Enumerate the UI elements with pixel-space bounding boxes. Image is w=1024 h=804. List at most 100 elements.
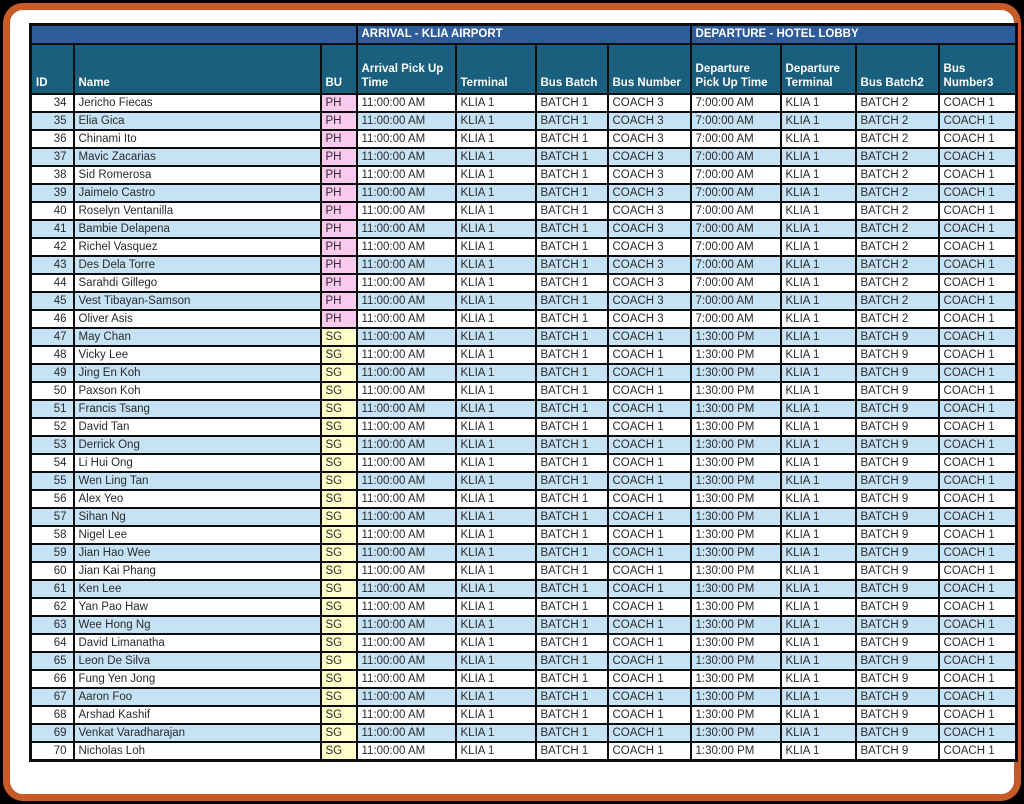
cell-bus-number[interactable]: COACH 3: [606, 110, 692, 131]
header-bus-batch2[interactable]: Bus Batch2: [854, 42, 940, 95]
cell-departure-terminal[interactable]: KLIA 1: [779, 110, 857, 131]
cell-bu[interactable]: SG: [319, 578, 358, 599]
cell-id[interactable]: 50: [29, 380, 75, 401]
cell-bus-batch[interactable]: BATCH 1: [534, 470, 609, 491]
cell-bus-number[interactable]: COACH 1: [606, 398, 692, 419]
cell-departure-terminal[interactable]: KLIA 1: [779, 200, 857, 221]
cell-bus-number[interactable]: COACH 1: [606, 416, 692, 437]
cell-departure-terminal[interactable]: KLIA 1: [779, 560, 857, 581]
cell-bus-batch[interactable]: BATCH 1: [534, 398, 609, 419]
cell-bus-batch2[interactable]: BATCH 9: [854, 560, 940, 581]
cell-bus-batch[interactable]: BATCH 1: [534, 416, 609, 437]
cell-bus-batch2[interactable]: BATCH 2: [854, 272, 940, 293]
cell-id[interactable]: 59: [29, 542, 75, 563]
cell-bus-number3[interactable]: COACH 1: [937, 650, 1018, 671]
cell-bus-number3[interactable]: COACH 1: [937, 308, 1018, 329]
cell-departure-pickup-time[interactable]: 1:30:00 PM: [689, 632, 782, 653]
header-bus-batch[interactable]: Bus Batch: [534, 42, 609, 95]
cell-name[interactable]: Arshad Kashif: [72, 704, 322, 725]
cell-terminal[interactable]: KLIA 1: [454, 578, 537, 599]
cell-bus-batch[interactable]: BATCH 1: [534, 146, 609, 167]
cell-terminal[interactable]: KLIA 1: [454, 236, 537, 257]
cell-departure-pickup-time[interactable]: 7:00:00 AM: [689, 200, 782, 221]
cell-departure-terminal[interactable]: KLIA 1: [779, 650, 857, 671]
cell-arrival-pickup-time[interactable]: 11:00:00 AM: [355, 128, 457, 149]
cell-arrival-pickup-time[interactable]: 11:00:00 AM: [355, 596, 457, 617]
cell-name[interactable]: Jian Kai Phang: [72, 560, 322, 581]
cell-departure-terminal[interactable]: KLIA 1: [779, 380, 857, 401]
cell-terminal[interactable]: KLIA 1: [454, 506, 537, 527]
cell-arrival-pickup-time[interactable]: 11:00:00 AM: [355, 200, 457, 221]
cell-departure-terminal[interactable]: KLIA 1: [779, 308, 857, 329]
cell-bus-batch[interactable]: BATCH 1: [534, 434, 609, 455]
cell-bus-number[interactable]: COACH 1: [606, 362, 692, 383]
cell-bu[interactable]: SG: [319, 416, 358, 437]
cell-bus-number3[interactable]: COACH 1: [937, 128, 1018, 149]
cell-name[interactable]: Bambie Delapena: [72, 218, 322, 239]
cell-bus-number3[interactable]: COACH 1: [937, 218, 1018, 239]
cell-departure-pickup-time[interactable]: 1:30:00 PM: [689, 344, 782, 365]
cell-terminal[interactable]: KLIA 1: [454, 344, 537, 365]
cell-departure-pickup-time[interactable]: 7:00:00 AM: [689, 164, 782, 185]
cell-terminal[interactable]: KLIA 1: [454, 92, 537, 113]
cell-departure-terminal[interactable]: KLIA 1: [779, 542, 857, 563]
cell-departure-pickup-time[interactable]: 1:30:00 PM: [689, 686, 782, 707]
cell-bu[interactable]: SG: [319, 740, 358, 761]
cell-arrival-pickup-time[interactable]: 11:00:00 AM: [355, 452, 457, 473]
cell-terminal[interactable]: KLIA 1: [454, 434, 537, 455]
cell-id[interactable]: 43: [29, 254, 75, 275]
cell-bu[interactable]: SG: [319, 614, 358, 635]
cell-bu[interactable]: SG: [319, 344, 358, 365]
cell-id[interactable]: 62: [29, 596, 75, 617]
cell-name[interactable]: Derrick Ong: [72, 434, 322, 455]
cell-id[interactable]: 70: [29, 740, 75, 761]
banner-departure-cell[interactable]: DEPARTURE - HOTEL LOBBY: [689, 23, 1018, 45]
cell-bu[interactable]: SG: [319, 704, 358, 725]
cell-terminal[interactable]: KLIA 1: [454, 722, 537, 743]
cell-departure-terminal[interactable]: KLIA 1: [779, 470, 857, 491]
cell-id[interactable]: 36: [29, 128, 75, 149]
cell-terminal[interactable]: KLIA 1: [454, 110, 537, 131]
cell-terminal[interactable]: KLIA 1: [454, 740, 537, 761]
cell-bus-batch2[interactable]: BATCH 2: [854, 218, 940, 239]
cell-terminal[interactable]: KLIA 1: [454, 146, 537, 167]
cell-id[interactable]: 64: [29, 632, 75, 653]
cell-arrival-pickup-time[interactable]: 11:00:00 AM: [355, 704, 457, 725]
cell-departure-terminal[interactable]: KLIA 1: [779, 722, 857, 743]
cell-departure-terminal[interactable]: KLIA 1: [779, 524, 857, 545]
cell-terminal[interactable]: KLIA 1: [454, 362, 537, 383]
cell-bus-batch[interactable]: BATCH 1: [534, 506, 609, 527]
cell-bus-number3[interactable]: COACH 1: [937, 542, 1018, 563]
cell-name[interactable]: Francis Tsang: [72, 398, 322, 419]
cell-name[interactable]: Vicky Lee: [72, 344, 322, 365]
cell-departure-pickup-time[interactable]: 1:30:00 PM: [689, 506, 782, 527]
cell-terminal[interactable]: KLIA 1: [454, 380, 537, 401]
cell-bu[interactable]: SG: [319, 434, 358, 455]
cell-terminal[interactable]: KLIA 1: [454, 128, 537, 149]
cell-bu[interactable]: SG: [319, 452, 358, 473]
cell-bus-batch2[interactable]: BATCH 9: [854, 668, 940, 689]
cell-bus-number3[interactable]: COACH 1: [937, 290, 1018, 311]
cell-bus-number[interactable]: COACH 1: [606, 344, 692, 365]
cell-bus-number3[interactable]: COACH 1: [937, 686, 1018, 707]
cell-bus-number[interactable]: COACH 3: [606, 308, 692, 329]
cell-departure-terminal[interactable]: KLIA 1: [779, 614, 857, 635]
header-id[interactable]: ID: [29, 42, 75, 95]
cell-bus-batch2[interactable]: BATCH 9: [854, 452, 940, 473]
cell-name[interactable]: David Tan: [72, 416, 322, 437]
cell-arrival-pickup-time[interactable]: 11:00:00 AM: [355, 668, 457, 689]
cell-id[interactable]: 48: [29, 344, 75, 365]
cell-terminal[interactable]: KLIA 1: [454, 632, 537, 653]
cell-bus-batch[interactable]: BATCH 1: [534, 200, 609, 221]
cell-name[interactable]: Roselyn Ventanilla: [72, 200, 322, 221]
cell-departure-terminal[interactable]: KLIA 1: [779, 506, 857, 527]
cell-bus-number[interactable]: COACH 1: [606, 524, 692, 545]
cell-bu[interactable]: SG: [319, 506, 358, 527]
cell-departure-pickup-time[interactable]: 1:30:00 PM: [689, 596, 782, 617]
cell-bus-number3[interactable]: COACH 1: [937, 740, 1018, 761]
cell-bus-batch2[interactable]: BATCH 2: [854, 110, 940, 131]
cell-bus-batch[interactable]: BATCH 1: [534, 542, 609, 563]
cell-bus-number[interactable]: COACH 1: [606, 434, 692, 455]
cell-terminal[interactable]: KLIA 1: [454, 452, 537, 473]
cell-bus-batch[interactable]: BATCH 1: [534, 704, 609, 725]
